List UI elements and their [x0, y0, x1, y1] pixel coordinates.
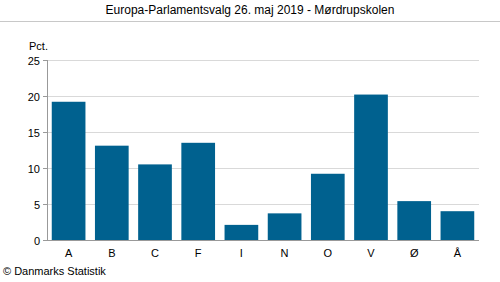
y-tick-label: 25 — [28, 55, 40, 67]
x-tick-label: F — [195, 247, 202, 259]
y-axis-label: Pct. — [29, 40, 48, 52]
bar — [441, 211, 475, 240]
bar — [95, 146, 129, 240]
x-tick-label: A — [65, 247, 73, 259]
bar — [225, 225, 259, 240]
y-tick-label: 5 — [34, 199, 40, 211]
x-tick-label: O — [324, 247, 333, 259]
y-tick — [43, 204, 47, 205]
x-tick-label: V — [367, 247, 375, 259]
bar — [181, 143, 215, 240]
grid-line — [47, 60, 479, 61]
y-axis — [47, 60, 48, 240]
y-tick — [43, 60, 47, 61]
title-rule — [0, 21, 500, 22]
grid-line — [47, 132, 479, 133]
y-tick — [43, 132, 47, 133]
y-tick-label: 0 — [34, 235, 40, 247]
bar — [52, 102, 86, 240]
x-tick-label: Å — [454, 247, 462, 259]
bar — [138, 164, 172, 240]
y-tick-label: 20 — [28, 91, 40, 103]
chart-container: Europa-Parlamentsvalg 26. maj 2019 - Mør… — [0, 0, 500, 282]
y-tick-label: 10 — [28, 163, 40, 175]
y-tick — [43, 96, 47, 97]
y-tick-label: 15 — [28, 127, 40, 139]
bar — [311, 174, 345, 240]
x-tick-label: Ø — [410, 247, 419, 259]
x-tick-label: C — [151, 247, 159, 259]
x-tick-label: B — [108, 247, 115, 259]
chart-svg: Europa-Parlamentsvalg 26. maj 2019 - Mør… — [0, 0, 500, 282]
bar — [354, 95, 388, 240]
grid-line — [47, 96, 479, 97]
title: Europa-Parlamentsvalg 26. maj 2019 - Mør… — [106, 3, 395, 17]
y-tick — [43, 168, 47, 169]
bars — [52, 95, 474, 240]
x-tick-label: I — [240, 247, 243, 259]
x-tick-label: N — [281, 247, 289, 259]
bar — [268, 213, 302, 240]
y-tick — [43, 240, 47, 241]
grid-line — [47, 240, 479, 241]
source: © Danmarks Statistik — [3, 265, 106, 277]
x-axis — [47, 240, 479, 241]
bar — [397, 201, 431, 240]
